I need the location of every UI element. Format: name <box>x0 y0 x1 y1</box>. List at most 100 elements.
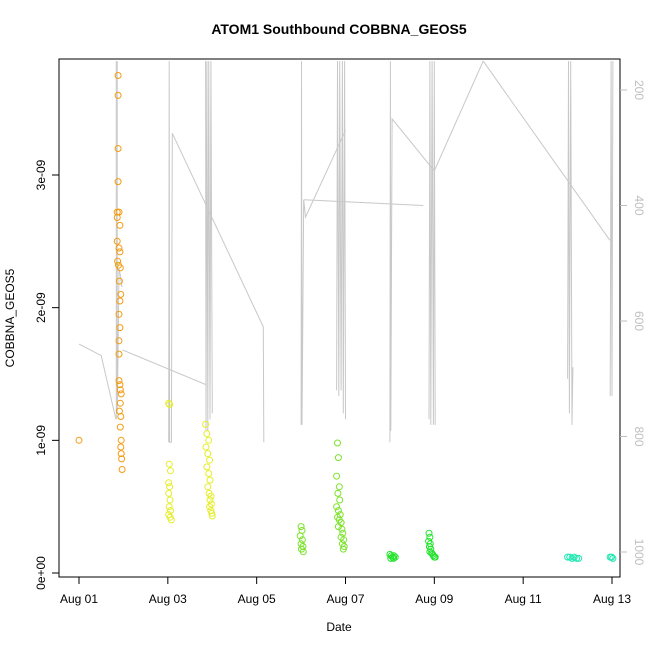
data-point <box>573 554 580 562</box>
plot-frame <box>58 58 621 578</box>
data-point <box>205 436 213 444</box>
data-point <box>207 492 215 500</box>
data-point <box>166 496 174 504</box>
data-point <box>208 509 216 517</box>
data-point <box>429 552 437 560</box>
data-point <box>115 337 123 345</box>
pressure-line-7 <box>303 199 424 206</box>
x-tick-label: Aug 13 <box>593 592 631 606</box>
pressure-line-4 <box>168 61 265 443</box>
right-tick-label: 800 <box>632 426 646 446</box>
data-points <box>75 72 617 562</box>
chart-title: ATOM1 Southbound COBBNA_GEOS5 <box>211 21 467 37</box>
data-point <box>203 463 211 471</box>
data-point <box>203 430 211 438</box>
data-point <box>296 532 304 540</box>
data-point <box>208 512 216 520</box>
right-tick-label: 400 <box>632 195 646 215</box>
x-tick-label: Aug 01 <box>60 592 98 606</box>
x-tick-label: Aug 07 <box>326 592 364 606</box>
pressure-line-11 <box>482 60 611 241</box>
x-axis-label: Date <box>326 620 352 634</box>
data-point <box>425 529 433 537</box>
right-tick-label: 600 <box>632 311 646 331</box>
data-point <box>334 439 341 447</box>
pressure-line-3 <box>122 349 206 385</box>
data-point <box>335 483 343 491</box>
data-point <box>387 554 395 562</box>
data-point <box>167 516 175 524</box>
x-tick-label: Aug 11 <box>505 592 542 606</box>
data-point <box>206 456 214 464</box>
data-point <box>117 450 125 458</box>
data-point <box>333 503 341 511</box>
data-point <box>333 472 341 480</box>
data-point <box>165 399 173 407</box>
data-point <box>117 436 125 444</box>
pressure-line-6 <box>300 61 346 425</box>
data-point <box>204 483 212 491</box>
data-point <box>204 450 212 458</box>
data-point <box>116 264 124 272</box>
pressure-line-2 <box>116 61 123 414</box>
data-point <box>609 554 617 562</box>
data-point <box>116 297 124 305</box>
right-axis: 200 400 600 800 1000 <box>620 80 646 566</box>
data-point <box>113 214 121 221</box>
y-tick-label: 3e-09 <box>34 159 48 190</box>
data-point <box>167 467 174 475</box>
data-point <box>115 350 123 358</box>
data-point <box>113 237 121 245</box>
data-point <box>115 277 123 285</box>
right-tick-label: 1000 <box>632 539 646 566</box>
data-point <box>202 443 210 451</box>
data-point <box>389 553 397 561</box>
data-point <box>115 377 123 385</box>
x-tick-label: Aug 05 <box>238 592 276 606</box>
data-point <box>297 523 305 531</box>
y-axis: 0e+00 1e-09 2e-09 3e-09 <box>34 159 59 590</box>
data-point <box>608 553 616 561</box>
y-axis-label: COBBNA_GEOS5 <box>3 268 17 367</box>
data-point <box>390 554 397 562</box>
data-point <box>339 545 347 553</box>
data-point <box>167 507 174 515</box>
x-tick-label: Aug 03 <box>149 592 187 606</box>
data-point <box>116 324 124 332</box>
data-point <box>115 244 123 252</box>
pressure-lines <box>78 60 614 443</box>
data-point <box>114 145 122 152</box>
data-point <box>116 221 124 229</box>
data-point <box>202 420 210 428</box>
data-point <box>336 496 344 504</box>
data-point <box>206 496 214 504</box>
data-point <box>334 507 342 515</box>
data-point <box>118 455 126 463</box>
pressure-line-13 <box>609 61 614 397</box>
y-tick-label: 2e-09 <box>34 292 48 323</box>
data-point <box>339 529 347 537</box>
data-point <box>206 503 214 511</box>
data-point <box>75 436 83 444</box>
data-point <box>426 533 434 541</box>
pressure-line-0 <box>78 343 117 420</box>
data-point <box>116 381 124 389</box>
data-point <box>299 548 307 556</box>
data-point <box>334 489 342 497</box>
data-point <box>116 423 124 431</box>
data-point <box>166 401 174 408</box>
data-point <box>166 483 174 491</box>
data-point <box>340 536 348 544</box>
data-point <box>205 470 213 477</box>
data-point <box>118 466 126 473</box>
data-point <box>114 257 122 265</box>
data-point <box>334 454 342 462</box>
x-axis: Aug 01 Aug 03 Aug 05 Aug 07 Aug 09 Aug 11 Aug … <box>60 577 631 606</box>
data-point <box>117 413 125 420</box>
data-point <box>338 525 346 533</box>
data-point <box>117 390 125 398</box>
data-point <box>116 399 124 407</box>
right-tick-label: 200 <box>632 80 646 100</box>
data-point <box>114 72 122 79</box>
